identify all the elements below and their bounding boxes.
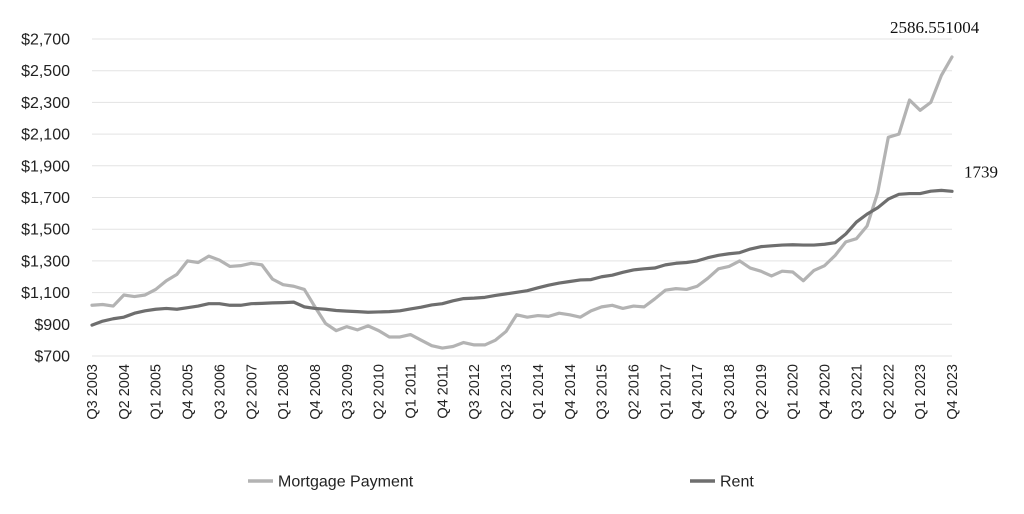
y-tick-label: $2,500 <box>21 63 70 80</box>
x-tick-label: Q3 2015 <box>595 364 611 420</box>
x-tick-label: Q3 2018 <box>722 364 738 420</box>
x-tick-label: Q4 2008 <box>308 364 324 420</box>
y-tick-label: $1,500 <box>21 222 70 239</box>
gridlines <box>92 38 952 357</box>
y-tick-label: $2,300 <box>21 95 70 112</box>
x-tick-label: Q1 2008 <box>276 364 292 420</box>
legend: Mortgage Payment Rent <box>248 474 754 491</box>
y-tick-label: $1,100 <box>21 285 70 302</box>
x-tick-label: Q1 2023 <box>913 364 929 420</box>
rent-line <box>90 188 954 327</box>
y-tick-label: $2,100 <box>21 127 70 144</box>
x-tick-label: Q3 2006 <box>212 364 228 420</box>
x-tick-label: Q3 2012 <box>467 364 483 420</box>
y-axis: $700 $900 $1,100 $1,300 $1,500 $1,700 $1,900 $2… <box>21 32 70 366</box>
x-tick-label: Q2 2013 <box>499 364 515 420</box>
x-tick-label: Q3 2003 <box>85 364 101 420</box>
series-lines <box>90 55 954 350</box>
x-tick-label: Q1 2017 <box>658 364 674 420</box>
x-tick-label: Q2 2010 <box>372 364 388 420</box>
y-tick-label: $900 <box>34 317 70 334</box>
y-tick-label: $1,700 <box>21 190 70 207</box>
legend-label-rent: Rent <box>720 474 754 491</box>
legend-label-mortgage-payment: Mortgage Payment <box>278 474 414 491</box>
x-tick-label: Q2 2004 <box>117 364 133 420</box>
x-tick-label: Q4 2011 <box>435 364 451 419</box>
x-tick-label: Q4 2005 <box>181 364 197 420</box>
x-tick-label: Q1 2014 <box>531 364 547 420</box>
end-labels: 2586.551004 1739 <box>890 18 998 181</box>
y-tick-label: $1,300 <box>21 253 70 270</box>
y-tick-label: $2,700 <box>21 32 70 49</box>
x-tick-label: Q1 2020 <box>786 364 802 420</box>
x-tick-label: Q4 2023 <box>945 364 961 420</box>
y-tick-label: $700 <box>34 349 70 366</box>
x-tick-label: Q1 2005 <box>149 364 165 420</box>
mortgage-payment-line <box>90 55 954 350</box>
x-tick-label: Q2 2016 <box>626 364 642 420</box>
x-tick-label: Q2 2022 <box>881 364 897 420</box>
x-tick-label: Q2 2019 <box>754 364 770 420</box>
x-tick-label: Q4 2014 <box>563 364 579 420</box>
x-tick-label: Q3 2021 <box>849 364 865 420</box>
y-tick-label: $1,900 <box>21 158 70 175</box>
x-axis: Q3 2003 Q2 2004 Q1 2005 Q4 2005 Q3 2006 Q2 20… <box>85 364 961 420</box>
x-tick-label: Q3 2009 <box>340 364 356 420</box>
rent-end-label: 1739 <box>964 162 998 181</box>
x-tick-label: Q4 2020 <box>818 364 834 420</box>
x-tick-label: Q2 2007 <box>244 364 260 420</box>
x-tick-label: Q1 2011 <box>404 364 420 419</box>
x-tick-label: Q4 2017 <box>690 364 706 420</box>
mortgage-payment-end-label: 2586.551004 <box>890 18 980 37</box>
